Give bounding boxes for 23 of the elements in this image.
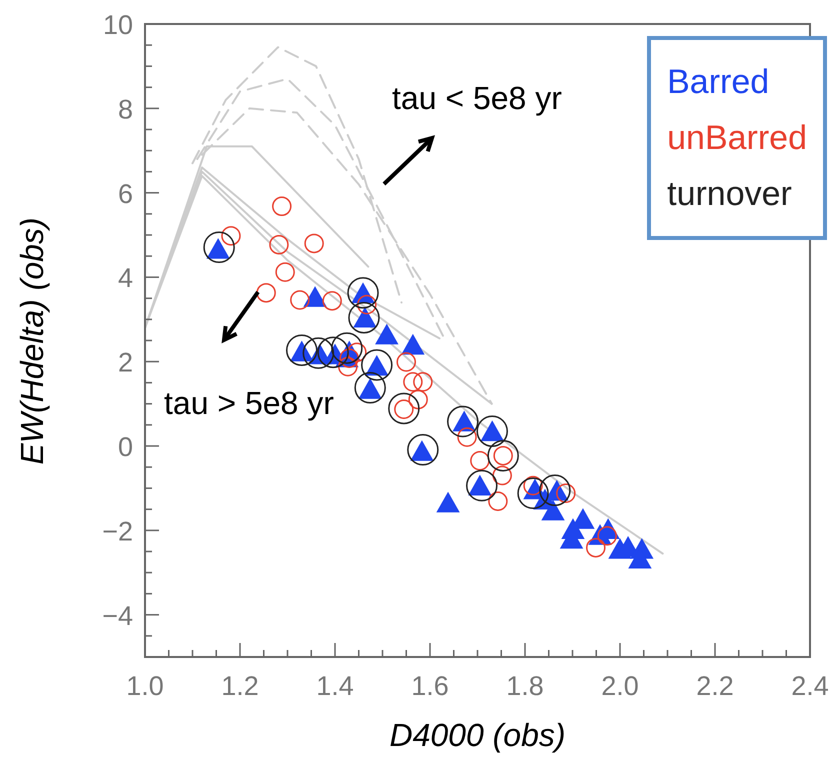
x-tick-label: 2.2 [696, 671, 734, 701]
x-tick-label: 2.4 [791, 671, 829, 701]
x-tick-label: 1.6 [411, 671, 449, 701]
y-tick-label: −4 [102, 600, 133, 631]
x-tick-label: 1.8 [506, 671, 544, 701]
y-tick-label: 0 [118, 432, 133, 462]
y-axis-title: EW(Hdelta) (obs) [14, 216, 50, 464]
annotation: tau > 5e8 yr [164, 385, 334, 422]
x-tick-label: 1.2 [221, 671, 259, 701]
annotation: tau < 5e8 yr [392, 80, 562, 117]
x-tick-label: 2.0 [601, 671, 639, 701]
y-tick-label: 4 [118, 263, 133, 294]
text: Barred [667, 62, 770, 103]
x-tick-label: 1.0 [126, 671, 164, 701]
y-tick-label: 10 [102, 10, 133, 40]
x-axis-title: D4000 (obs) [388, 717, 567, 754]
y-tick-label: −2 [102, 516, 133, 546]
text: turnover [667, 174, 793, 215]
x-tick-label: 1.4 [316, 671, 354, 701]
text: unBarred [667, 118, 807, 159]
y-tick-label: 6 [118, 178, 133, 209]
y-tick-label: 8 [118, 94, 133, 124]
y-tick-label: 2 [118, 348, 133, 378]
